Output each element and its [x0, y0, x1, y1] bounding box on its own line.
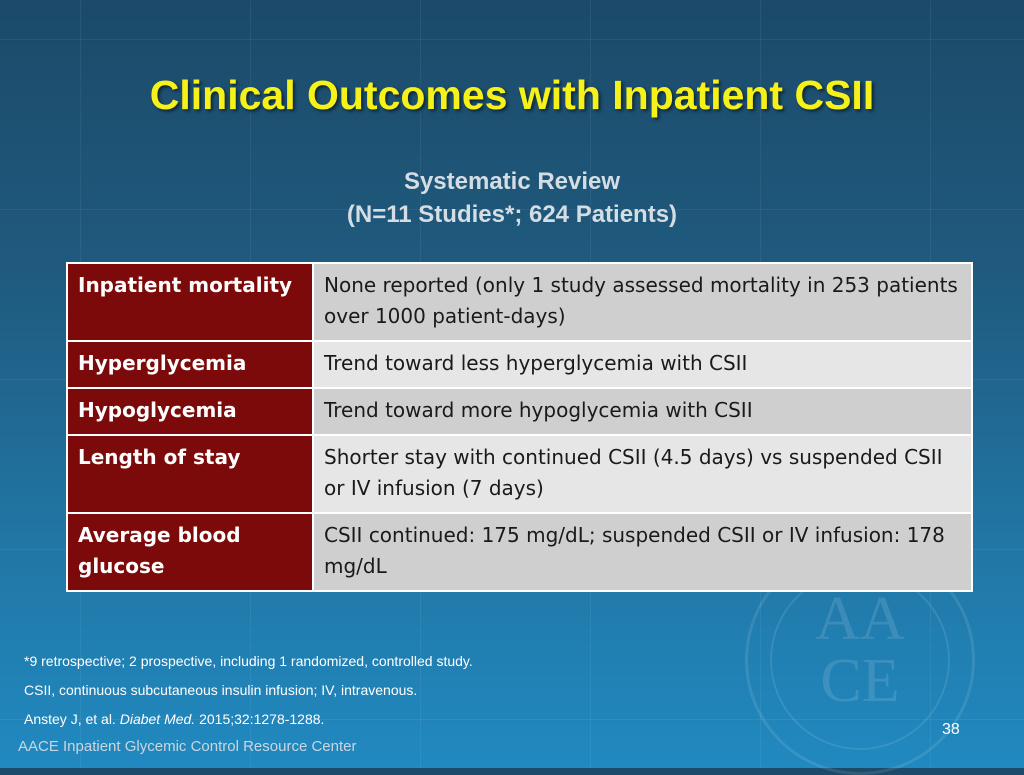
table-row: Average blood glucose CSII continued: 17… — [66, 512, 973, 592]
row-value: None reported (only 1 study assessed mor… — [312, 262, 973, 342]
page-number: 38 — [942, 721, 960, 738]
footnote-abbreviations: CSII, continuous subcutaneous insulin in… — [24, 682, 418, 698]
footnote-citation: Anstey J, et al. Diabet Med. 2015;32:127… — [24, 711, 324, 727]
row-label: Average blood glucose — [66, 512, 314, 592]
citation-details: 2015;32:1278-1288. — [195, 711, 325, 727]
footnote-studies: *9 retrospective; 2 prospective, includi… — [24, 653, 473, 669]
row-label: Inpatient mortality — [66, 262, 314, 342]
subtitle-review: Systematic Review — [403, 168, 621, 195]
brand-footer: AACE Inpatient Glycemic Control Resource… — [18, 738, 357, 755]
row-label: Hypoglycemia — [66, 387, 314, 436]
slide-title: Clinical Outcomes with Inpatient CSII — [149, 72, 875, 118]
row-value: CSII continued: 175 mg/dL; suspended CSI… — [312, 512, 973, 592]
row-label: Hyperglycemia — [66, 340, 314, 389]
table-row: Inpatient mortality None reported (only … — [66, 262, 973, 342]
table-row: Hypoglycemia Trend toward more hypoglyce… — [66, 387, 973, 436]
table-row: Hyperglycemia Trend toward less hypergly… — [66, 340, 973, 389]
row-value: Trend toward less hyperglycemia with CSI… — [312, 340, 973, 389]
row-value: Trend toward more hypoglycemia with CSII — [312, 387, 973, 436]
row-label: Length of stay — [66, 434, 314, 514]
row-value: Shorter stay with continued CSII (4.5 da… — [312, 434, 973, 514]
outcomes-table: Inpatient mortality None reported (only … — [66, 262, 973, 592]
citation-authors: Anstey J, et al. — [24, 711, 120, 727]
citation-journal: Diabet Med. — [119, 711, 196, 727]
subtitle-counts: (N=11 Studies*; 624 Patients) — [346, 201, 678, 228]
table-row: Length of stay Shorter stay with continu… — [66, 434, 973, 514]
seal-monogram: AA CE — [815, 585, 905, 715]
